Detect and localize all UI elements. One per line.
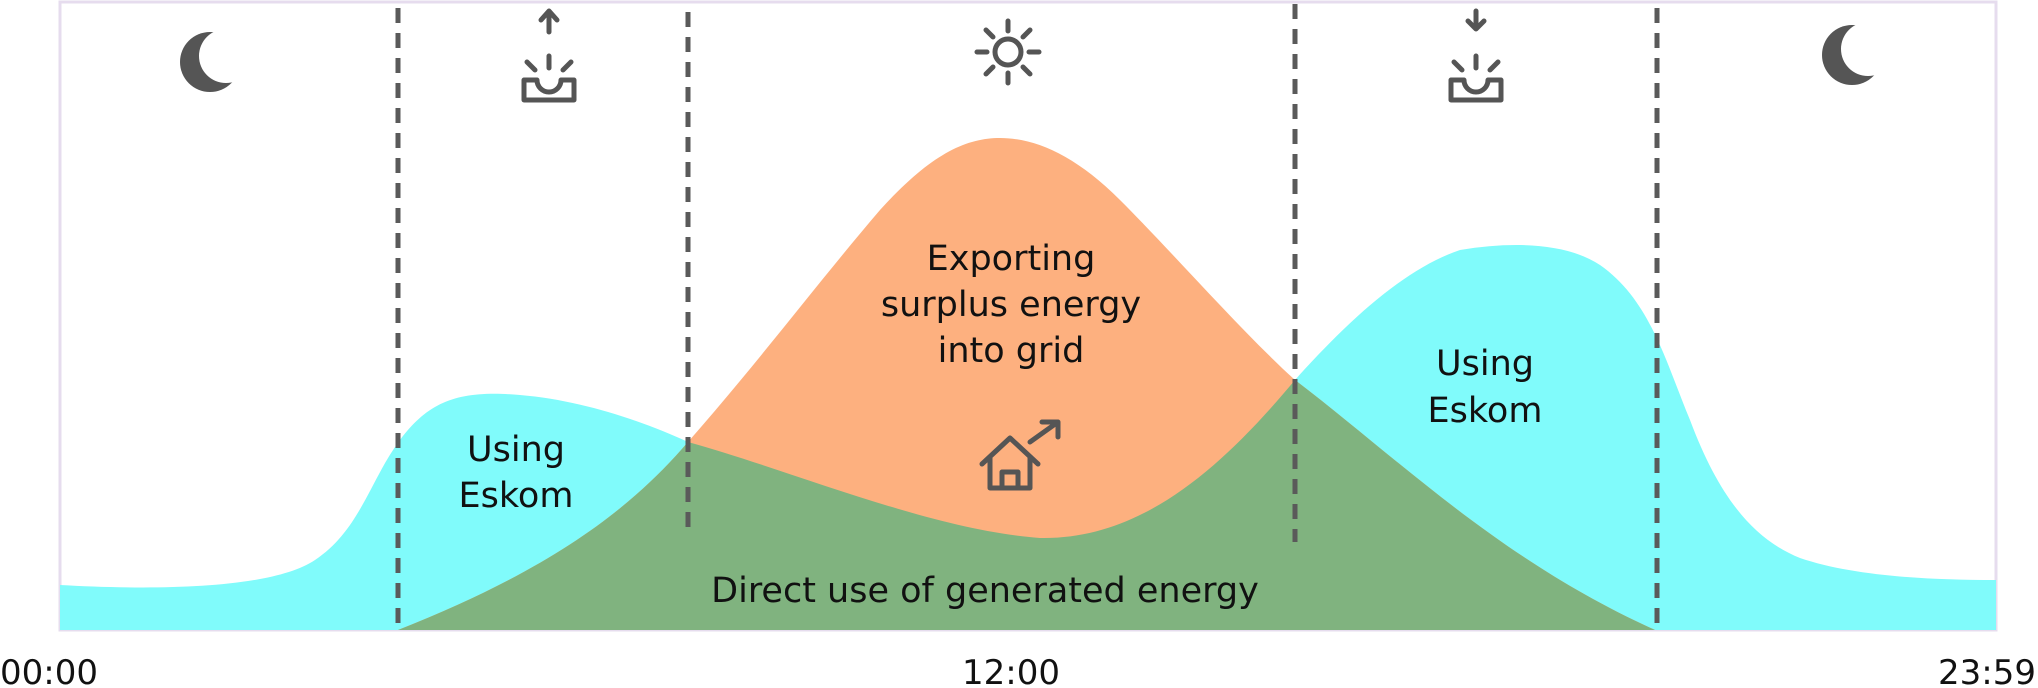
sun-icon: [974, 18, 1042, 86]
moon-icon: [1822, 22, 1895, 85]
direct-use-label: Direct use of generated energy: [711, 571, 1259, 611]
eskom-morning-label-line1: Using: [467, 430, 565, 470]
eskom-evening-label-line1: Using: [1436, 344, 1534, 384]
eskom-morning-label-line2: Eskom: [459, 476, 574, 516]
time-middle-label: 12:00: [962, 653, 1060, 688]
time-start-label: 00:00: [0, 653, 98, 688]
export-label-line2: surplus energy: [881, 285, 1141, 325]
direct-use-area: [398, 380, 1655, 630]
house-export-icon: [979, 419, 1061, 491]
time-end-label: 23:59: [1938, 653, 2036, 688]
eskom-evening-label-line2: Eskom: [1428, 391, 1543, 431]
moon-icon: [180, 29, 253, 92]
export-label-line3: into grid: [938, 331, 1085, 371]
sunrise-icon: [521, 8, 577, 103]
export-label-line1: Exporting: [927, 239, 1096, 279]
sunset-icon: [1448, 8, 1504, 103]
